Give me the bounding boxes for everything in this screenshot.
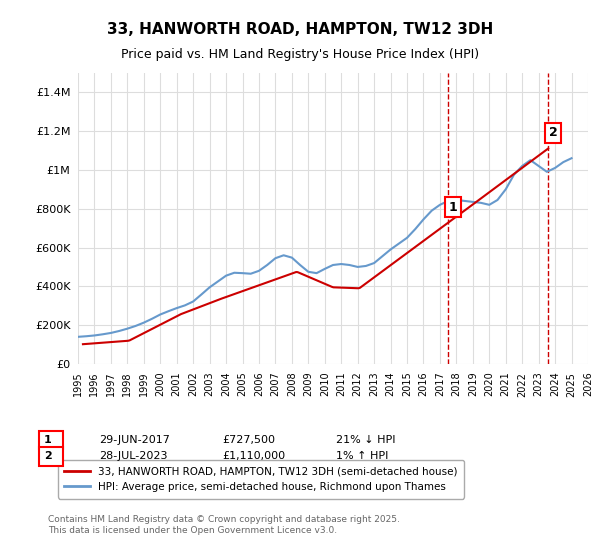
Text: 29-JUN-2017: 29-JUN-2017 bbox=[99, 435, 170, 445]
Text: £1,110,000: £1,110,000 bbox=[222, 451, 285, 461]
Legend: 33, HANWORTH ROAD, HAMPTON, TW12 3DH (semi-detached house), HPI: Average price, : 33, HANWORTH ROAD, HAMPTON, TW12 3DH (se… bbox=[58, 460, 464, 498]
Text: 33, HANWORTH ROAD, HAMPTON, TW12 3DH: 33, HANWORTH ROAD, HAMPTON, TW12 3DH bbox=[107, 22, 493, 38]
Text: 2: 2 bbox=[549, 127, 557, 139]
Text: 1: 1 bbox=[44, 435, 52, 445]
Text: £727,500: £727,500 bbox=[222, 435, 275, 445]
Text: 2: 2 bbox=[44, 451, 52, 461]
Text: 21% ↓ HPI: 21% ↓ HPI bbox=[336, 435, 395, 445]
Text: Contains HM Land Registry data © Crown copyright and database right 2025.
This d: Contains HM Land Registry data © Crown c… bbox=[48, 515, 400, 535]
Text: 28-JUL-2023: 28-JUL-2023 bbox=[99, 451, 167, 461]
Text: 1% ↑ HPI: 1% ↑ HPI bbox=[336, 451, 388, 461]
Text: 1: 1 bbox=[44, 435, 52, 445]
Text: Price paid vs. HM Land Registry's House Price Index (HPI): Price paid vs. HM Land Registry's House … bbox=[121, 48, 479, 60]
Text: 1: 1 bbox=[449, 200, 457, 214]
